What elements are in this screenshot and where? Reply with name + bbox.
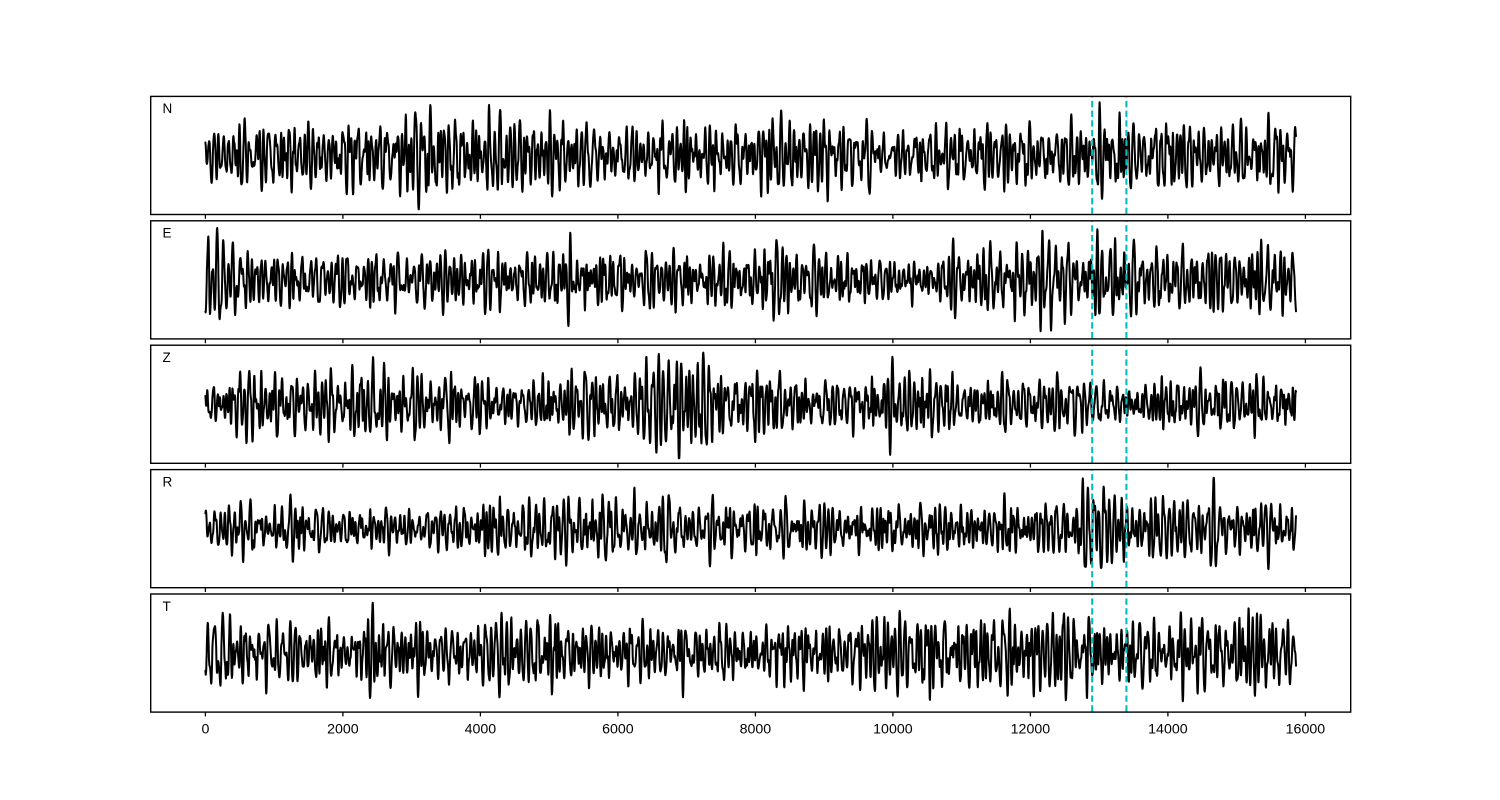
- svg-text:0: 0: [201, 721, 209, 737]
- svg-text:T: T: [163, 599, 171, 614]
- svg-text:E: E: [163, 226, 172, 241]
- svg-text:8000: 8000: [740, 721, 772, 737]
- svg-text:12000: 12000: [1011, 721, 1051, 737]
- svg-text:R: R: [163, 474, 173, 489]
- svg-text:6000: 6000: [602, 721, 634, 737]
- svg-text:2000: 2000: [327, 721, 359, 737]
- svg-text:N: N: [163, 101, 173, 116]
- svg-text:16000: 16000: [1286, 721, 1326, 737]
- svg-text:10000: 10000: [873, 721, 913, 737]
- svg-text:4000: 4000: [465, 721, 497, 737]
- svg-text:Z: Z: [163, 350, 171, 365]
- svg-text:14000: 14000: [1148, 721, 1188, 737]
